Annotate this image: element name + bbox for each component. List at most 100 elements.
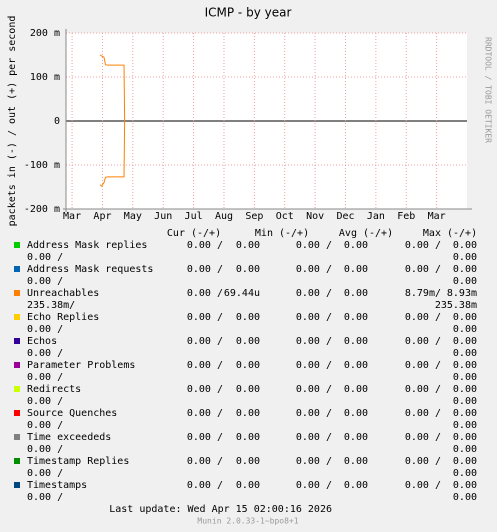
stat-value: 0.00 / [296,288,332,299]
stat-value: 0.00 / [296,480,332,491]
stat-value: 0.00 [453,456,477,467]
stat-value: 235.38m/ [27,300,75,311]
stat-value: 0.00 [344,480,368,491]
x-tick-label: Sep [245,211,263,222]
stat-value: 0.00 [453,384,477,395]
legend-name: Time exceededs [27,432,111,443]
stat-value: 0.00 / [27,276,63,287]
stat-value: 0.00 / [296,336,332,347]
data-line [99,120,126,187]
stat-value: 0.00 / [187,384,223,395]
legend-name: Address Mask replies [27,240,147,251]
legend-name: Echos [27,336,57,347]
stat-value: 0.00 / [187,288,223,299]
stat-value: 0.00 [453,396,477,407]
chart-title: ICMP - by year [205,6,292,20]
stat-value: 0.00 [453,336,477,347]
column-header: Max (-/+) [423,228,477,239]
legend-swatch [14,338,20,344]
stat-value: 0.00 / [187,480,223,491]
stat-value: 0.00 / [187,336,223,347]
stat-value: 0.00 [236,432,260,443]
stat-value: 0.00 / [296,312,332,323]
stat-value: 0.00 / [296,408,332,419]
legend-swatch [14,410,20,416]
stat-value: 0.00 / [296,456,332,467]
stat-value: 0.00 [453,264,477,275]
stat-value: 0.00 [344,456,368,467]
stat-value: 0.00 / [187,432,223,443]
y-tick-label: -100 m [24,160,60,171]
stat-value: 0.00 / [405,432,441,443]
stat-value: 0.00 [453,360,477,371]
column-header: Min (-/+) [255,228,309,239]
y-tick-label: -200 m [24,204,60,215]
x-tick-label: Feb [397,211,415,222]
stat-value: 0.00 / [27,468,63,479]
stat-value: 8.93m [447,288,477,299]
x-tick-label: Aug [215,211,233,222]
legend-name: Redirects [27,384,81,395]
stat-value: 0.00 [344,336,368,347]
stat-value: 0.00 [236,456,260,467]
stat-value: 0.00 [236,312,260,323]
x-tick-label: Oct [276,211,294,222]
watermark: RRDTOOL / TOBI OETIKER [484,37,493,143]
stat-value: 0.00 [344,360,368,371]
legend-swatch [14,314,20,320]
stat-value: 0.00 [453,348,477,359]
stat-value: 0.00 / [405,360,441,371]
stat-value: 0.00 [236,384,260,395]
stat-value: 0.00 / [27,420,63,431]
y-tick-label: 200 m [30,28,60,39]
stat-value: 0.00 [344,312,368,323]
stat-value: 0.00 / [27,348,63,359]
stat-value: 0.00 [344,240,368,251]
stat-value: 0.00 [453,432,477,443]
legend-swatch [14,482,20,488]
stat-value: 0.00 / [296,384,332,395]
stat-value: 0.00 / [296,360,332,371]
stat-value: 0.00 / [405,456,441,467]
stat-value: 0.00 / [27,444,63,455]
stat-value: 0.00 / [405,312,441,323]
stat-value: 0.00 [453,408,477,419]
column-header: Avg (-/+) [339,228,393,239]
legend-swatch [14,242,20,248]
stat-value: 0.00 / [187,456,223,467]
stat-value: 0.00 / [187,312,223,323]
x-tick-label: Mar [428,211,446,222]
stat-value: 0.00 / [27,372,63,383]
version: Munin 2.0.33-1~bpo8+1 [197,517,298,526]
stat-value: 0.00 / [296,432,332,443]
x-tick-label: Jul [185,211,203,222]
x-tick-label: Mar [63,211,81,222]
stat-value: 0.00 [453,276,477,287]
stat-value: 8.79m/ [405,288,441,299]
legend-swatch [14,362,20,368]
y-axis-label: packets in (-) / out (+) per second [7,16,18,227]
last-update: Last update: Wed Apr 15 02:00:16 2026 [109,504,332,515]
legend-name: Address Mask requests [27,264,153,275]
legend-swatch [14,290,20,296]
stat-value: 0.00 [453,468,477,479]
stat-value: 0.00 / [405,384,441,395]
legend-name: Echo Replies [27,312,99,323]
stat-value: 0.00 / [405,480,441,491]
x-tick-label: Nov [306,211,324,222]
stat-value: 0.00 [453,492,477,503]
x-tick-label: Dec [336,211,354,222]
legend-name: Unreachables [27,288,99,299]
stat-value: 0.00 / [405,408,441,419]
stat-value: 0.00 [453,444,477,455]
stat-value: 235.38m [435,300,477,311]
stat-value: 0.00 [453,312,477,323]
stat-value: 0.00 [453,252,477,263]
stat-value: 0.00 / [296,240,332,251]
stat-value: 0.00 / [27,252,63,263]
data-line [99,54,126,122]
legend-swatch [14,434,20,440]
y-tick-label: 100 m [30,72,60,83]
legend-swatch [14,266,20,272]
